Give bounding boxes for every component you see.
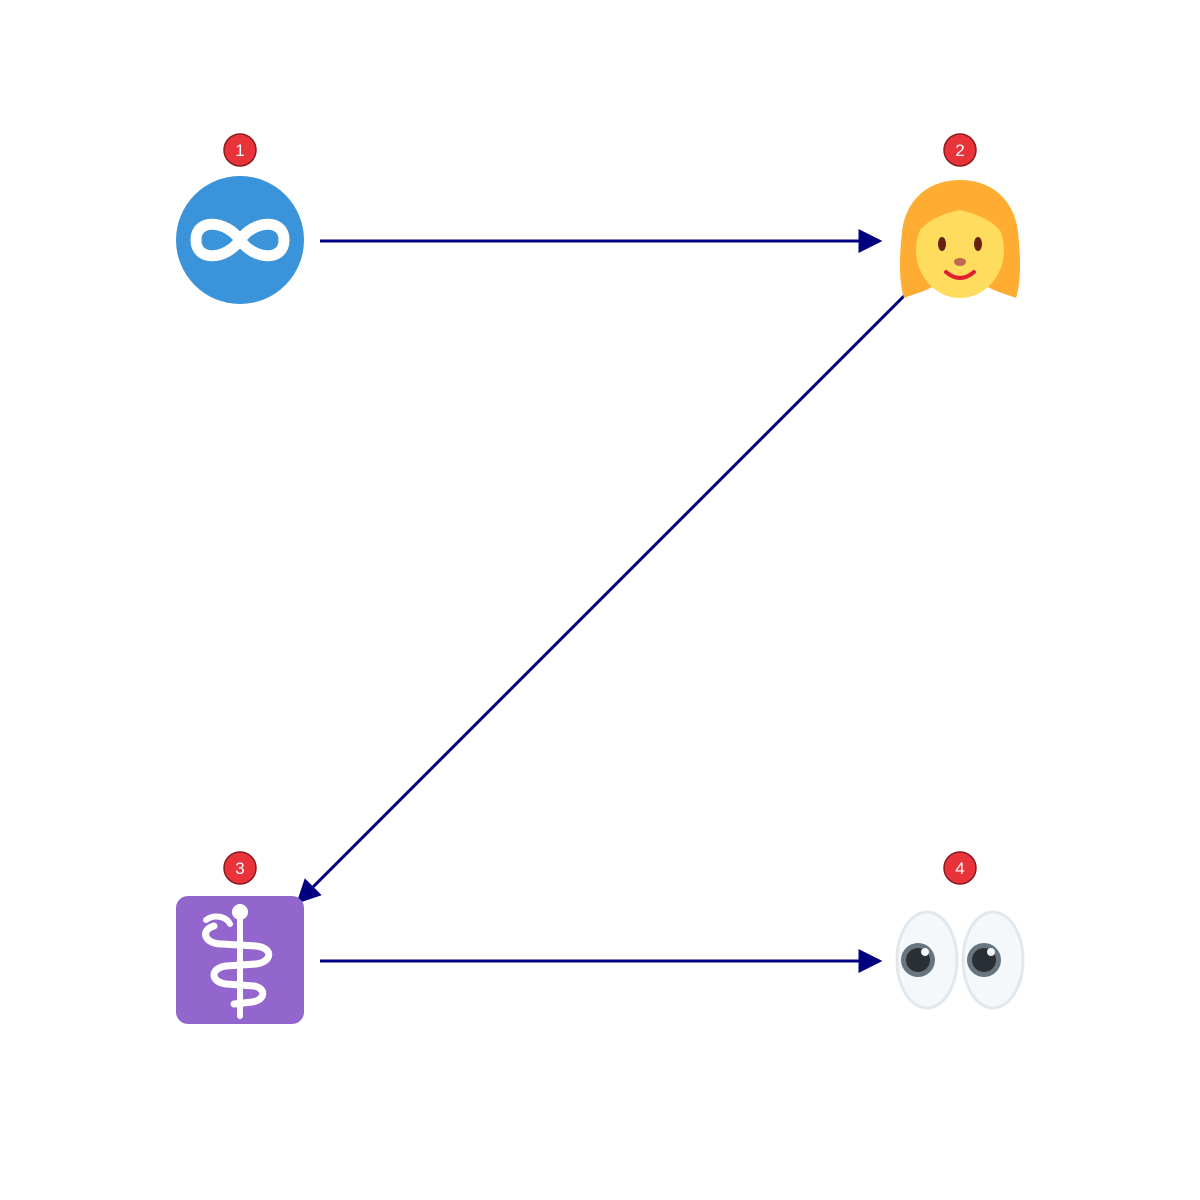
woman-icon [900,180,1020,298]
svg-text:3: 3 [235,859,244,878]
infinity-icon [176,176,304,304]
step-badge: 4 [943,851,977,885]
edge-2-to-3 [296,294,906,904]
node-3[interactable]: 3 [176,851,304,1024]
svg-text:1: 1 [235,141,244,160]
node-4[interactable]: 4 [895,851,1025,1010]
eyes-icon [895,910,1025,1010]
edges [296,229,906,973]
step-badge: 3 [223,851,257,885]
medical-symbol-icon [176,896,304,1024]
svg-text:4: 4 [955,859,964,878]
node-1[interactable]: 1 [176,133,304,304]
step-badge: 1 [223,133,257,167]
step-badge: 2 [943,133,977,167]
svg-text:2: 2 [955,141,964,160]
node-2[interactable]: 2 [900,133,1020,298]
